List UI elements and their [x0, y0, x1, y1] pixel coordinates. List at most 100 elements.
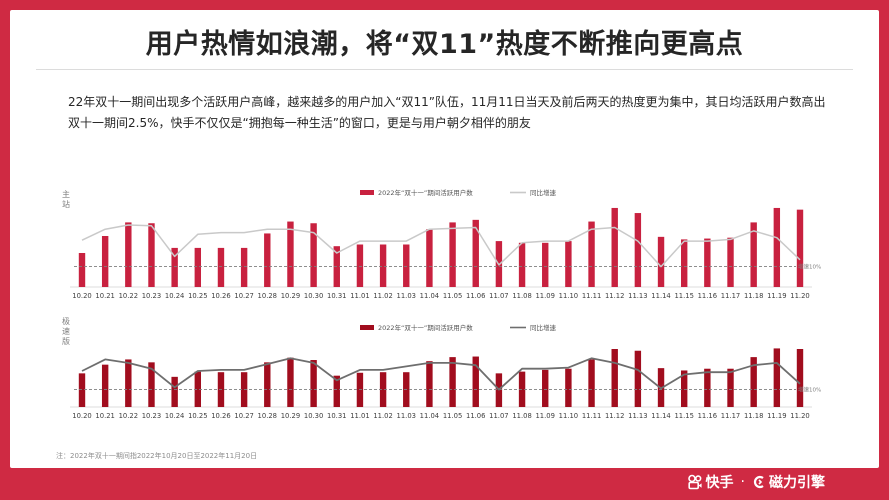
x-tick-label: 11.09 — [535, 412, 554, 420]
x-tick-label: 11.18 — [744, 292, 763, 300]
bar — [403, 244, 410, 287]
legend-bar-label: 2022年“双十一”期间活跃用户数 — [378, 323, 473, 332]
bar — [634, 350, 642, 407]
footer-brand2: 磁力引擎 — [769, 475, 825, 491]
bar — [125, 222, 132, 287]
bar — [78, 373, 86, 407]
bar — [287, 221, 294, 287]
bar — [356, 244, 364, 287]
bar — [518, 242, 526, 287]
bar — [773, 207, 781, 287]
x-tick-label: 11.03 — [397, 412, 416, 420]
bar — [634, 213, 642, 287]
x-tick-label: 10.27 — [234, 412, 253, 420]
x-tick-label: 10.28 — [258, 292, 277, 300]
threshold-label: 增速10% — [798, 386, 821, 394]
bar — [472, 356, 479, 407]
x-tick-label: 11.15 — [674, 412, 693, 420]
x-tick-label: 11.03 — [397, 292, 416, 300]
bar — [310, 223, 317, 287]
x-tick-label: 10.24 — [165, 412, 184, 420]
x-tick-label: 10.31 — [327, 412, 346, 420]
bar — [796, 209, 804, 287]
bar — [704, 238, 711, 287]
x-tick-label: 11.10 — [559, 412, 578, 420]
growth-line — [81, 224, 801, 268]
bar — [148, 362, 155, 407]
x-tick-label: 11.04 — [420, 412, 439, 420]
x-tick-label: 11.11 — [582, 292, 601, 300]
page-title: 用户热情如浪潮，将“双11”热度不断推向更高点 — [145, 29, 744, 60]
bar — [588, 221, 595, 287]
x-tick-label: 10.26 — [211, 292, 230, 300]
bar — [657, 236, 665, 287]
x-tick-label: 11.18 — [744, 412, 763, 420]
x-tick-label: 11.16 — [698, 292, 717, 300]
x-tick-label: 10.21 — [95, 412, 114, 420]
bar — [611, 349, 618, 407]
bar — [750, 357, 757, 407]
x-tick-label: 10.25 — [188, 412, 207, 420]
x-tick-label: 11.13 — [628, 412, 647, 420]
bar — [426, 361, 433, 407]
bar — [194, 247, 202, 287]
bar — [148, 223, 155, 287]
bar — [472, 219, 479, 287]
x-tick-label: 11.17 — [721, 412, 740, 420]
description-text: 22年双十一期间出现多个活跃用户高峰，越来越多的用户加入“双11”队伍，11月1… — [68, 95, 826, 130]
x-tick-label: 10.20 — [72, 412, 91, 420]
x-tick-label: 11.14 — [651, 412, 670, 420]
threshold-label: 增速10% — [798, 263, 821, 271]
bar — [704, 368, 711, 407]
footer-brand: 快手 · 磁力引擎 — [687, 472, 825, 492]
bar — [565, 368, 572, 407]
x-tick-label: 11.19 — [767, 292, 786, 300]
bar — [680, 370, 688, 407]
bar — [310, 360, 317, 407]
bar — [101, 236, 109, 287]
chart-legend: 2022年“双十一”期间活跃用户数 同比增速 — [360, 188, 557, 197]
x-tick-label: 10.25 — [188, 292, 207, 300]
x-tick-label: 10.20 — [72, 292, 91, 300]
bar — [796, 349, 804, 407]
bar — [78, 253, 86, 287]
x-tick-label: 11.06 — [466, 292, 485, 300]
bar — [379, 372, 387, 407]
bar — [588, 359, 595, 407]
x-tick-label: 10.21 — [95, 292, 114, 300]
bar — [264, 362, 271, 407]
bar — [565, 241, 572, 287]
x-tick-label: 11.08 — [512, 412, 531, 420]
x-tick-label: 10.27 — [234, 292, 253, 300]
x-tick-label: 11.06 — [466, 412, 485, 420]
bar — [194, 371, 202, 407]
x-tick-label: 10.28 — [258, 412, 277, 420]
x-tick-label: 10.23 — [142, 412, 161, 420]
content-card — [10, 10, 879, 468]
legend-bar-swatch — [360, 190, 374, 195]
legend-line-label: 同比增速 — [530, 188, 557, 197]
bar — [379, 244, 387, 287]
x-tick-label: 11.10 — [559, 292, 578, 300]
x-tick-label: 11.02 — [373, 292, 392, 300]
bar — [171, 376, 178, 407]
chart1-panel-label: 主站 — [62, 190, 70, 209]
bar — [518, 371, 526, 407]
legend-bar-label: 2022年“双十一”期间活跃用户数 — [378, 188, 473, 197]
x-tick-label: 10.23 — [142, 292, 161, 300]
bar — [449, 222, 456, 287]
bar — [287, 357, 294, 407]
x-tick-label: 11.13 — [628, 292, 647, 300]
growth-line — [81, 357, 801, 391]
x-tick-label: 10.30 — [304, 412, 323, 420]
x-tick-label: 10.30 — [304, 292, 323, 300]
x-tick-label: 11.07 — [489, 292, 508, 300]
x-tick-label: 10.24 — [165, 292, 184, 300]
x-tick-label: 10.29 — [281, 412, 300, 420]
bar — [217, 247, 225, 287]
bar — [125, 359, 132, 407]
bar — [773, 348, 781, 407]
bar — [727, 368, 734, 407]
x-tick-label: 11.05 — [443, 412, 462, 420]
